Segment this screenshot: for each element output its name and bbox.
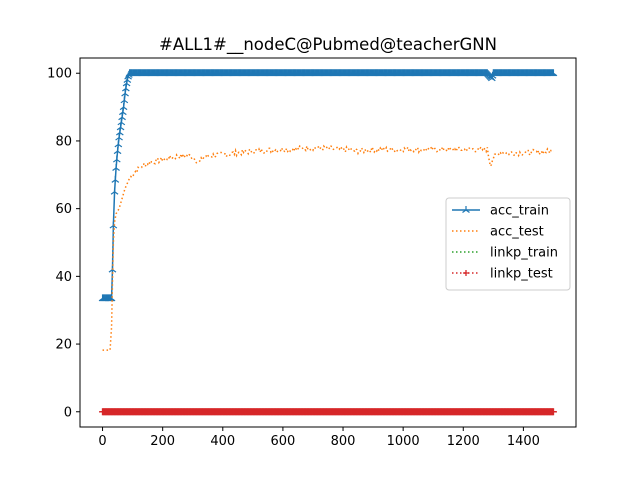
legend-marker [462, 206, 470, 213]
x-tick-label: 200 [150, 434, 175, 449]
x-tick-label: 1400 [507, 434, 540, 449]
data-point [118, 113, 126, 121]
y-tick-label: 40 [55, 270, 72, 285]
data-point [121, 84, 130, 92]
data-point [109, 221, 118, 229]
plot-area [98, 69, 558, 416]
legend-entry-linkp_test: linkp_test [452, 267, 553, 282]
data-point [111, 175, 120, 183]
legend-entry-linkp_train: linkp_train [452, 246, 558, 261]
legend-box [445, 197, 571, 291]
series-acc_train [98, 69, 558, 302]
y-axis: 0 20 40 60 80 100 [47, 67, 80, 420]
x-tick-label: 800 [331, 434, 356, 449]
data-point [110, 187, 119, 195]
y-tick-label: 20 [55, 338, 72, 353]
series-line [102, 143, 554, 351]
data-point [114, 140, 123, 148]
data-point [115, 133, 123, 141]
legend-entry-acc_test: acc_test [452, 225, 544, 240]
series-acc_test [102, 143, 554, 351]
x-tick-label: 1200 [447, 434, 480, 449]
data-point [121, 89, 129, 97]
data-point [116, 123, 125, 131]
data-point [113, 147, 122, 155]
data-point [549, 69, 558, 77]
data-point [112, 164, 120, 172]
x-tick-label: 0 [98, 434, 106, 449]
y-tick-label: 60 [55, 202, 72, 217]
legend-label: linkp_test [490, 267, 553, 282]
x-axis: 0 200 400 600 800 1000 1200 1400 [98, 427, 540, 449]
data-point [115, 128, 124, 136]
data-point [112, 155, 121, 163]
legend-label: acc_train [490, 204, 549, 219]
data-point [117, 118, 126, 126]
data-point [120, 96, 129, 104]
data-point [119, 103, 128, 111]
legend-label: linkp_train [490, 246, 558, 261]
series-linkp_test [99, 408, 557, 416]
y-tick-label: 0 [64, 405, 72, 420]
legend-entry-acc_train: acc_train [452, 204, 549, 219]
y-tick-label: 100 [47, 67, 72, 82]
data-point [549, 408, 557, 416]
x-tick-label: 600 [270, 434, 295, 449]
data-point [118, 108, 127, 116]
legend-label: acc_test [490, 225, 544, 240]
x-tick-label: 400 [210, 434, 235, 449]
axes-frame [79, 57, 577, 428]
legend-marker [463, 270, 469, 276]
y-tick-label: 80 [55, 134, 72, 149]
chart-title: #ALL1#__nodeC@Pubmed@teacherGNN [159, 35, 497, 55]
x-tick-label: 1000 [387, 434, 420, 449]
legend: acc_train acc_test linkp_train linkp_test [445, 197, 571, 291]
